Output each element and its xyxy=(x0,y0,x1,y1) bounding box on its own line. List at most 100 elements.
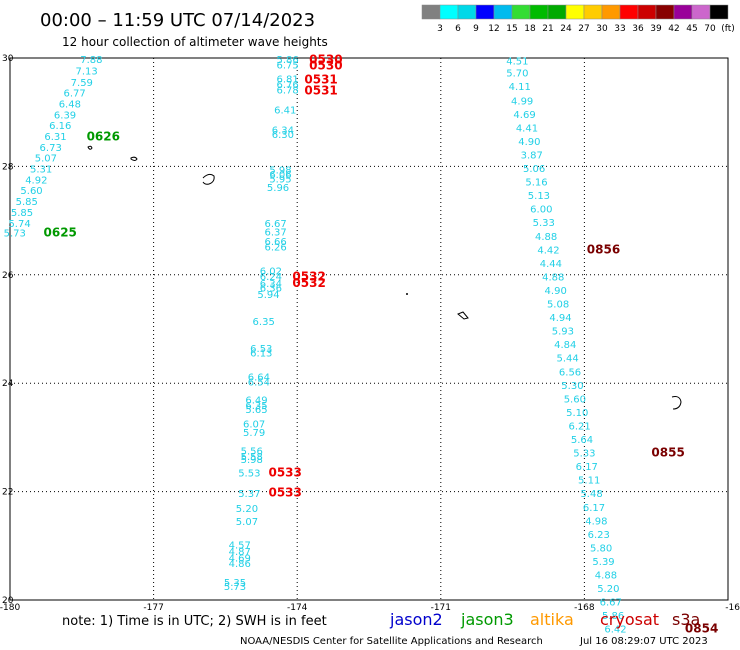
island-outlines xyxy=(87,145,682,410)
wave-height-label: 6.35 xyxy=(245,401,267,412)
wave-height-label: 4.90 xyxy=(518,137,540,148)
pass-time-label: 0532 xyxy=(292,276,325,290)
wave-height-label: 5.98 xyxy=(241,455,263,466)
wave-height-label: 5.80 xyxy=(590,543,612,554)
pass-time-label: 0855 xyxy=(651,446,684,460)
wave-height-label: 5.10 xyxy=(566,408,588,419)
scale-label: 18 xyxy=(524,24,536,34)
scale-swatch xyxy=(673,4,693,20)
wave-height-label: 5.16 xyxy=(525,178,547,189)
x-tick-label: -177 xyxy=(143,603,163,613)
x-tick-label: -171 xyxy=(431,603,451,613)
island-outline xyxy=(671,396,682,410)
y-tick-label: 24 xyxy=(2,379,14,389)
wave-height-label: 4.86 xyxy=(229,559,251,570)
wave-height-label: 5.07 xyxy=(35,154,57,165)
wave-height-label: 4.41 xyxy=(516,123,538,134)
wave-height-label: 6.23 xyxy=(588,530,610,541)
scale-swatch xyxy=(619,4,639,20)
wave-height-label: 5.06 xyxy=(523,164,545,175)
wave-height-label: 5.64 xyxy=(571,435,593,446)
wave-height-label: 4.88 xyxy=(542,272,564,283)
scale-swatch xyxy=(547,4,567,20)
scale-swatch xyxy=(709,4,729,20)
wave-height-label: 6.64 xyxy=(248,373,270,384)
wave-height-label: 5.37 xyxy=(238,489,260,500)
scale-label: 6 xyxy=(455,24,461,34)
scale-label: 36 xyxy=(632,24,644,34)
wave-height-label: 6.73 xyxy=(40,143,62,154)
wave-height-label: 5.96 xyxy=(267,183,289,194)
x-tick-label: -16 xyxy=(725,603,740,613)
island-outline xyxy=(130,156,138,161)
legend-item: altika xyxy=(530,610,574,629)
wave-height-label: 5.08 xyxy=(547,300,569,311)
wave-height-label: 6.34 xyxy=(272,126,294,137)
pass-time-label: 0530 xyxy=(309,53,342,67)
x-tick-label: -180 xyxy=(0,603,20,613)
legend-item: cryosat xyxy=(600,610,659,629)
wave-height-label: 5.79 xyxy=(243,428,265,439)
scale-label: 70 xyxy=(704,24,716,34)
satellite-track: 4.515.70 4.11 4.99 4.69 4.41 4.90 3.87 5.06 5.16… xyxy=(506,57,718,636)
wave-height-label: 4.11 xyxy=(509,82,531,93)
wave-height-label: 5.58 xyxy=(241,452,263,463)
wave-height-label: 6.30 xyxy=(272,130,294,141)
pass-time-label: 0532 xyxy=(292,269,325,283)
wave-height-label: 6.66 xyxy=(265,237,287,248)
wave-height-label: 6.48 xyxy=(59,100,81,111)
y-tick-label: 30 xyxy=(2,54,14,64)
wave-height-label: 5.11 xyxy=(578,476,600,487)
scale-label: 9 xyxy=(473,24,479,34)
wave-height-label: 6.77 xyxy=(63,89,85,100)
wave-height-label: 4.99 xyxy=(511,96,533,107)
wave-height-label: 5.53 xyxy=(238,469,260,480)
legend: jason2 jason3 altika cryosat s3a xyxy=(389,610,700,629)
wave-height-label: 5.20 xyxy=(597,584,619,595)
island-outline xyxy=(457,311,469,320)
wave-height-label: 4.94 xyxy=(549,313,571,324)
pass-time-label: 0533 xyxy=(268,466,301,480)
wave-height-label: 7.88 xyxy=(80,55,102,66)
scale-label: 15 xyxy=(506,24,517,34)
scale-label: (ft) xyxy=(721,24,735,34)
scale-swatch xyxy=(601,4,621,20)
wave-height-label: 6.49 xyxy=(245,395,267,406)
wave-height-label: 6.67 xyxy=(265,219,287,230)
wave-height-label: 6.35 xyxy=(253,317,275,328)
wave-height-label: 6.53 xyxy=(250,344,272,355)
wave-height-label: 6.54 xyxy=(248,378,270,389)
wave-height-label: 5.31 xyxy=(30,165,52,176)
pass-time-label: 0531 xyxy=(304,84,337,98)
scale-label: 24 xyxy=(560,24,572,34)
wave-height-label: 5.56 xyxy=(241,446,263,457)
chart-title: 00:00 – 11:59 UTC 07/14/2023 xyxy=(40,10,315,31)
scale-label: 42 xyxy=(668,24,679,34)
wave-height-label: 6.26 xyxy=(265,243,287,254)
wave-height-label: 5.48 xyxy=(580,489,602,500)
scale-swatch xyxy=(565,4,585,20)
island-outline xyxy=(87,145,93,150)
x-tick-label: -168 xyxy=(574,603,595,613)
wave-height-label: 6.17 xyxy=(576,462,598,473)
wave-height-label: 5.94 xyxy=(257,290,279,301)
wave-height-label: 6.21 xyxy=(568,421,590,432)
color-scale: 3 6 9 12 15 18 21 24 27 30 33 36 39 42 45 70 (ft) xyxy=(421,4,735,34)
wave-height-label: 6.56 xyxy=(559,367,581,378)
wave-height-label: 5.86 xyxy=(276,55,298,66)
wave-height-label: 4.87 xyxy=(229,547,251,558)
wave-height-label: 5.13 xyxy=(528,191,550,202)
scale-label: 39 xyxy=(650,24,662,34)
wave-height-label: 6.24 xyxy=(260,272,282,283)
scale-swatch xyxy=(421,4,441,20)
scale-label: 27 xyxy=(578,24,589,34)
wave-height-label: 6.13 xyxy=(250,348,272,359)
wave-height-label: 4.57 xyxy=(229,541,251,552)
wave-height-label: 6.37 xyxy=(265,227,287,238)
wave-height-label: 5.33 xyxy=(573,449,595,460)
wave-height-label: 5.30 xyxy=(561,381,583,392)
wave-height-label: 5.33 xyxy=(533,218,555,229)
scale-swatch xyxy=(457,4,477,20)
satellite-tracks: 7.887.137.596.776.486.396.166.316.735.07… xyxy=(4,53,719,636)
wave-height-label: 6.81 xyxy=(276,75,298,86)
